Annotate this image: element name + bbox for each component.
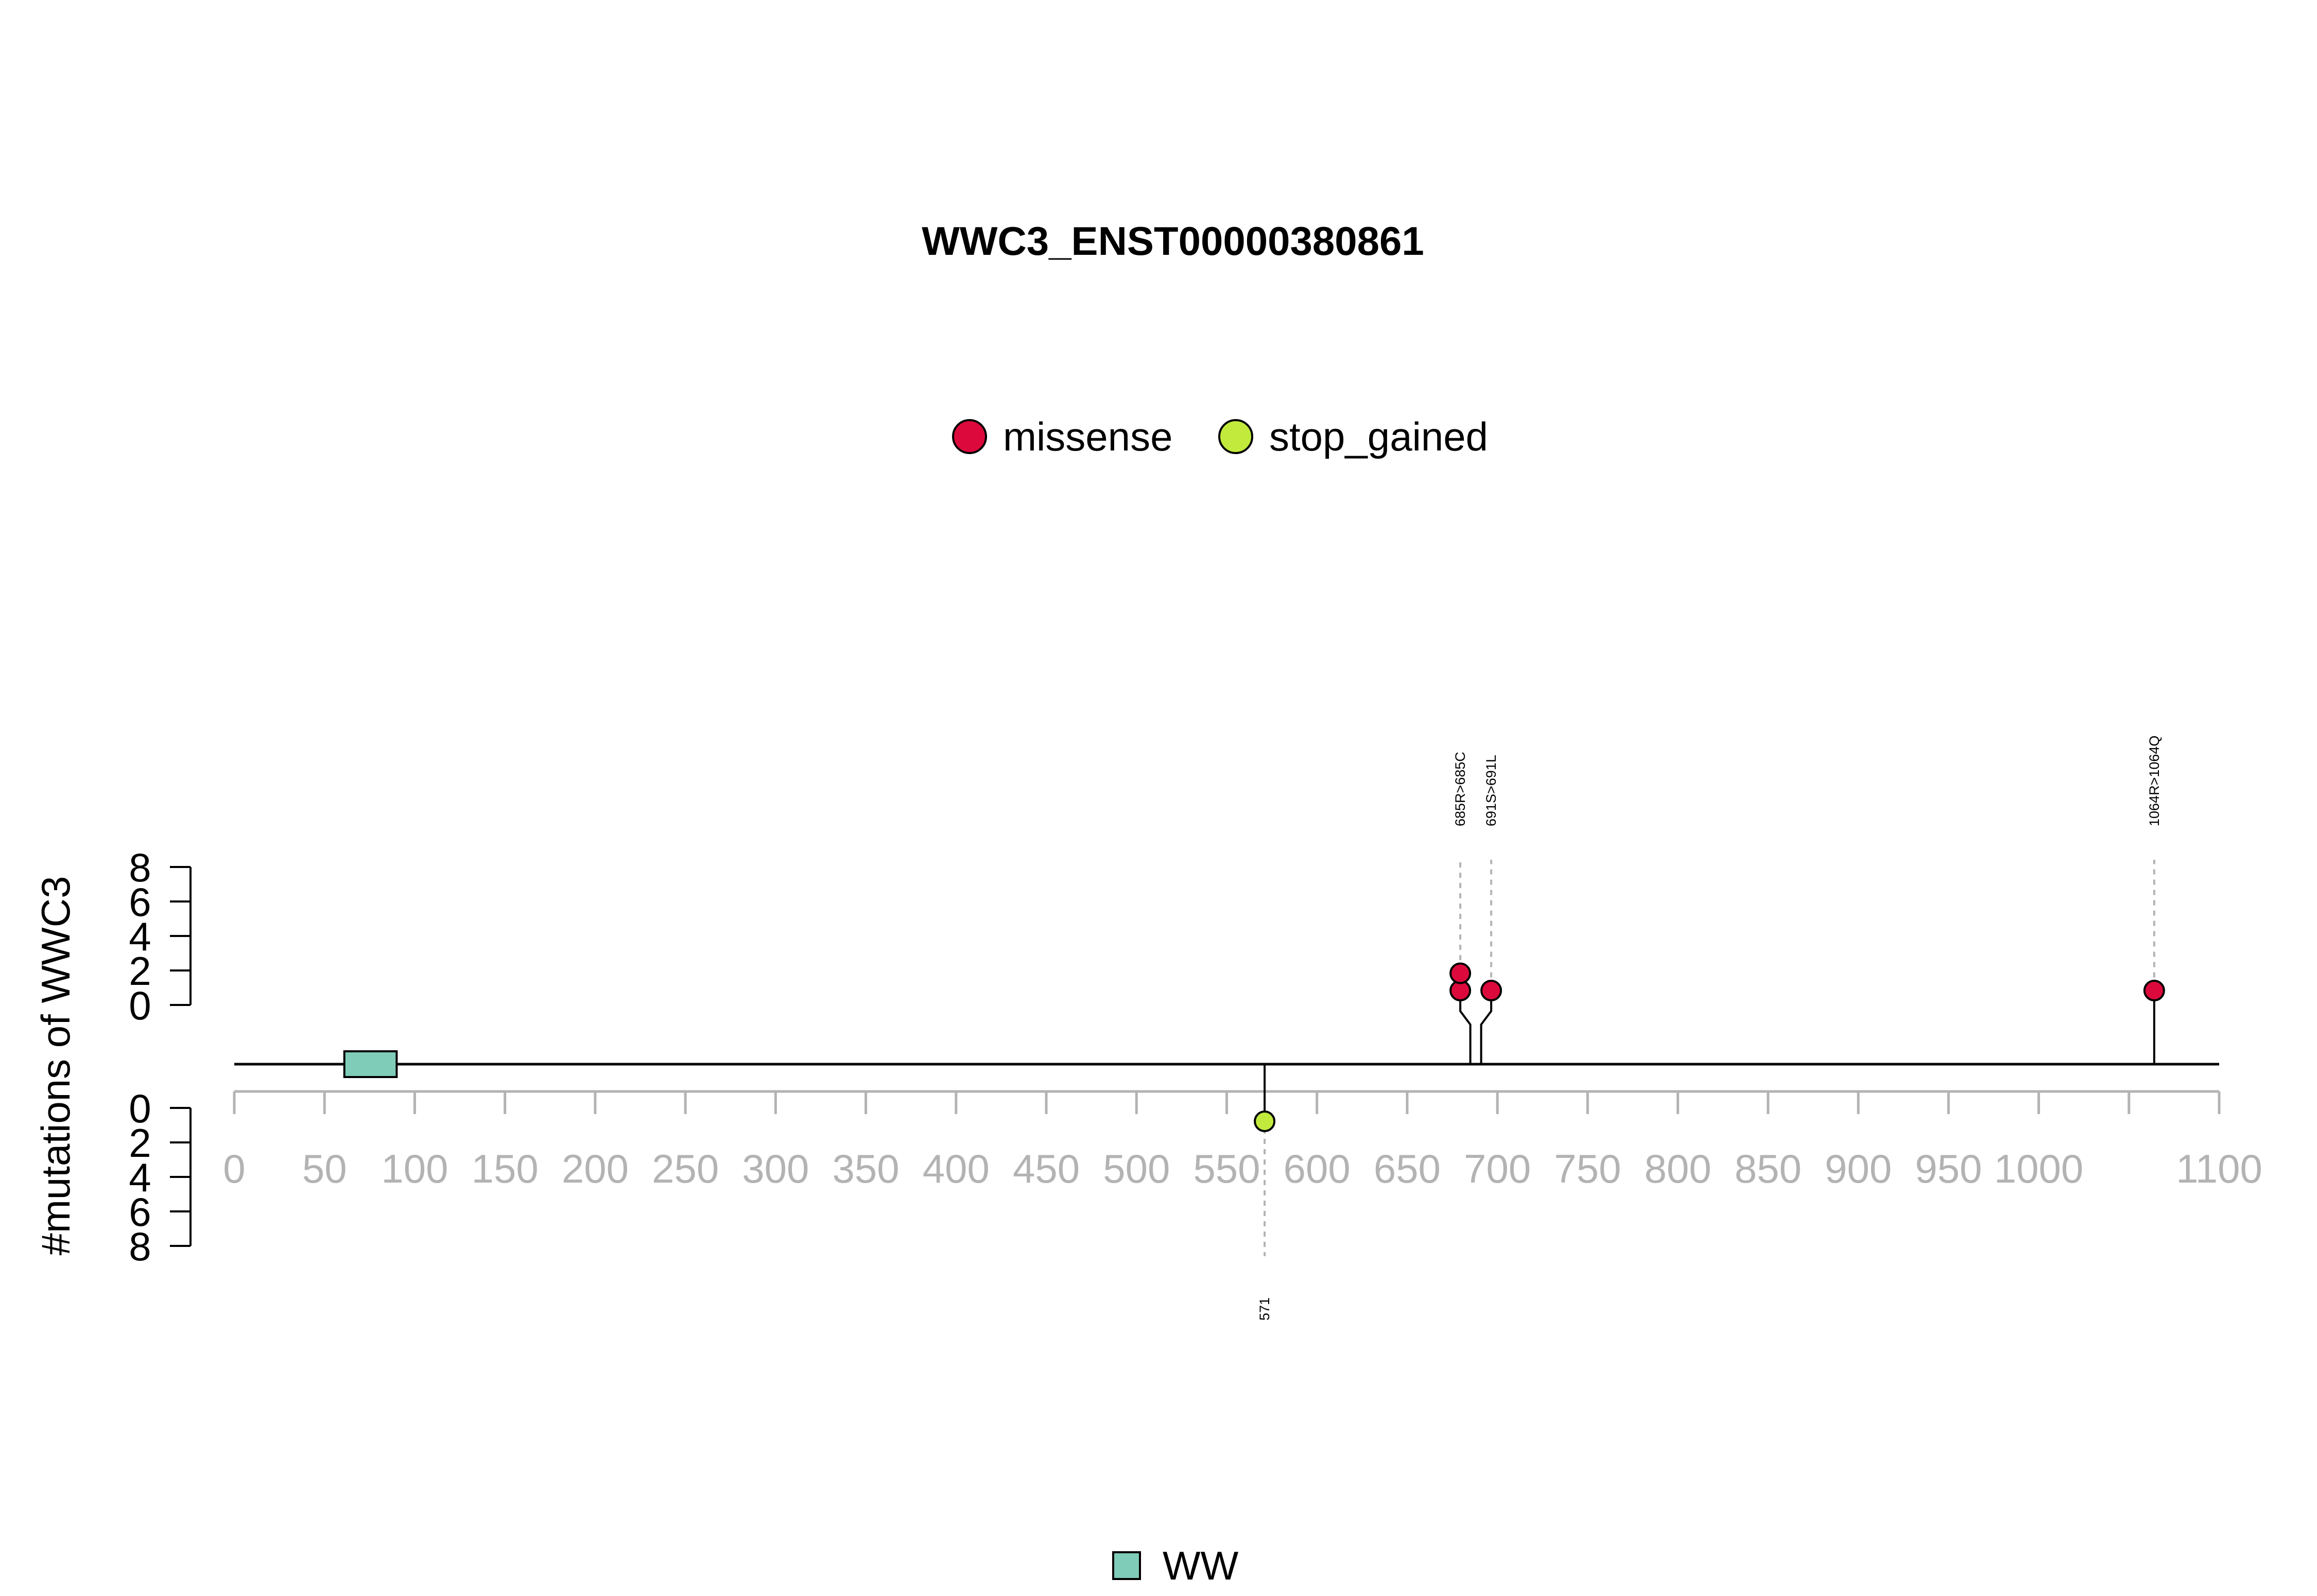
legend-label-stop_gained: stop_gained xyxy=(1269,414,1488,459)
mutation-label-685R>685C: 685R>685C xyxy=(1453,752,1468,826)
x-tick-label: 450 xyxy=(1013,1146,1080,1191)
legend-marker-WW xyxy=(1112,1551,1141,1580)
domain-WW xyxy=(343,1050,398,1078)
x-tick-label: 200 xyxy=(562,1146,629,1191)
mutation-dot-1064R>1064Q xyxy=(2143,980,2165,1001)
x-tick-label: 350 xyxy=(833,1146,900,1191)
y-tick-bottom-label: 2 xyxy=(129,1120,151,1166)
legend-label-WW: WW xyxy=(1163,1543,1239,1588)
x-axis: 0 50 100 150 200 250 300 350 400 450 500 550 600 650 7… xyxy=(223,1090,2262,1191)
x-tick-label: 150 xyxy=(472,1146,539,1191)
mutation-label-691S>691L: 691S>691L xyxy=(1483,755,1499,826)
x-tick-label: 50 xyxy=(302,1146,347,1191)
x-tick-label: 800 xyxy=(1645,1146,1711,1191)
x-tick-label: 650 xyxy=(1374,1146,1441,1191)
legend-bottom: WW xyxy=(1112,1543,1239,1588)
legend-label-missense: missense xyxy=(1003,414,1172,459)
mutation-dot-571 xyxy=(1254,1111,1276,1132)
mutation-stem-685R>685C xyxy=(1459,999,1472,1064)
y-tick-bottom-label: 4 xyxy=(129,1155,151,1200)
y-tick-top-label: 0 xyxy=(129,983,151,1028)
mutation-stem-691S>691L xyxy=(1480,999,1493,1064)
x-tick-label: 550 xyxy=(1193,1146,1260,1191)
x-tick-label: 600 xyxy=(1284,1146,1351,1191)
x-tick-label: 250 xyxy=(652,1146,719,1191)
y-tick-bottom-label: 8 xyxy=(129,1224,151,1269)
mutations: 685R>685C 691S>691L 1064R>1064Q 571 xyxy=(1254,736,2165,1321)
y-axis-label: #mutations of WWC3 xyxy=(33,876,78,1256)
x-tick-label: 1100 xyxy=(2176,1146,2262,1191)
y-tick-top-label: 8 xyxy=(129,845,151,890)
x-tick-label: 0 xyxy=(223,1146,245,1191)
legend-marker-missense xyxy=(952,419,987,454)
domains xyxy=(343,1050,398,1078)
x-tick-label: 1000 xyxy=(1994,1146,2084,1191)
y-tick-top-label: 2 xyxy=(129,948,151,994)
x-tick-label: 850 xyxy=(1735,1146,1802,1191)
x-tick-label: 400 xyxy=(923,1146,990,1191)
x-tick-label: 100 xyxy=(381,1146,448,1191)
legend-top: missense stop_gained xyxy=(952,414,1488,459)
x-tick-label: 900 xyxy=(1825,1146,1892,1191)
mutation-label-1064R>1064Q: 1064R>1064Q xyxy=(2147,736,2162,826)
x-tick-label: 950 xyxy=(1915,1146,1982,1191)
y-tick-bottom-label: 0 xyxy=(129,1086,151,1131)
x-tick-label: 300 xyxy=(742,1146,809,1191)
legend-marker-stop_gained xyxy=(1218,419,1253,454)
mutation-dot-685R>685C xyxy=(1449,962,1472,984)
x-tick-label: 700 xyxy=(1464,1146,1531,1191)
mutation-dot-691S>691L xyxy=(1480,980,1502,1001)
mutation-label-571: 571 xyxy=(1257,1297,1272,1321)
y-tick-top-label: 6 xyxy=(129,879,151,925)
y-tick-top-label: 4 xyxy=(129,914,151,959)
y-tick-bottom-label: 6 xyxy=(129,1189,151,1235)
chart-title: WWC3_ENST00000380861 xyxy=(922,218,1424,264)
x-tick-label: 750 xyxy=(1554,1146,1621,1191)
x-tick-label: 500 xyxy=(1103,1146,1170,1191)
